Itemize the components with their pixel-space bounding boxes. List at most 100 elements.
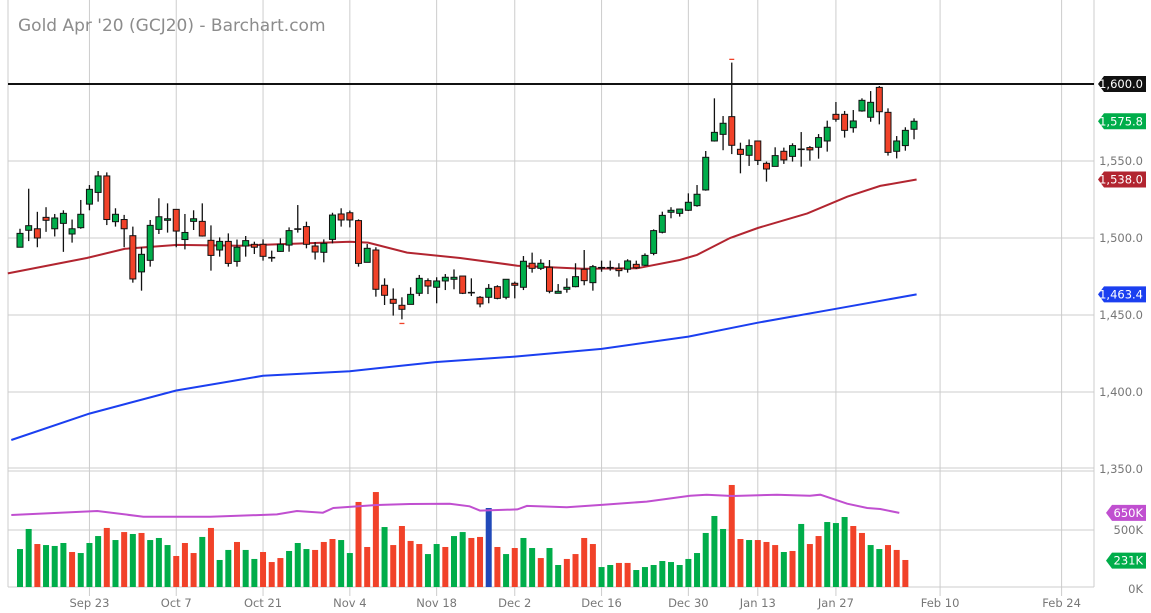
- candle: [224, 233, 232, 267]
- candle-body: [216, 240, 224, 251]
- candle-body: [276, 243, 284, 252]
- x-tick-label: Dec 30: [668, 596, 709, 610]
- candle: [441, 274, 449, 291]
- volume-bar: [824, 522, 831, 587]
- volume-bar: [251, 558, 258, 587]
- candle: [771, 147, 779, 167]
- candle: [797, 132, 805, 167]
- x-tick-label: Dec 2: [498, 596, 531, 610]
- volume-bar: [207, 527, 214, 587]
- volume-bar: [702, 532, 709, 587]
- value-tag: 231K: [1106, 552, 1146, 569]
- candle: [858, 98, 866, 112]
- value-tag-label: 1,463.4: [1099, 287, 1143, 301]
- candle-body: [320, 242, 328, 253]
- volume-bar: [520, 537, 527, 587]
- volume-bar: [303, 549, 310, 587]
- candle: [580, 250, 588, 286]
- volume-bar: [694, 553, 701, 587]
- candle-body: [545, 266, 553, 292]
- volume-bar: [598, 567, 605, 587]
- candle-body: [572, 276, 580, 288]
- candle: [25, 188, 33, 242]
- candle-body: [736, 148, 744, 155]
- volume-bar: [286, 550, 293, 587]
- candle: [867, 91, 875, 122]
- volume-ma-line: [11, 493, 900, 518]
- candle: [884, 108, 892, 156]
- volume-bar: [277, 558, 284, 587]
- indicator-lines: [7, 83, 1094, 518]
- candle: [624, 259, 632, 273]
- candle: [710, 98, 718, 142]
- candle-body: [728, 116, 736, 146]
- volume-bar: [407, 540, 414, 587]
- volume-bar: [199, 536, 206, 587]
- candle-body: [684, 201, 692, 211]
- volume-bar: [902, 559, 909, 587]
- candle-body: [407, 293, 415, 305]
- x-tick-label: Jan 13: [739, 596, 776, 610]
- volume-bar: [234, 541, 240, 587]
- volume-bar: [633, 570, 640, 587]
- candle: [216, 237, 224, 257]
- volume-bar: [806, 544, 813, 587]
- volume-bar: [242, 549, 249, 587]
- candle-body: [867, 101, 875, 118]
- volume-bar: [572, 554, 579, 587]
- x-tick-label: Dec 16: [581, 596, 622, 610]
- volume-bar: [529, 548, 536, 587]
- y-tick-label: 1,450.0: [1099, 308, 1143, 322]
- candle-body: [641, 254, 649, 266]
- candle-body: [94, 175, 102, 193]
- x-tick-label: Sep 23: [69, 596, 109, 610]
- candle-body: [111, 213, 119, 223]
- candle: [545, 260, 553, 294]
- candle-body: [190, 218, 198, 222]
- grid: [7, 0, 1095, 596]
- value-tag: 1,600.0: [1098, 76, 1146, 92]
- candle-body: [485, 287, 493, 298]
- candle-body: [42, 216, 50, 221]
- volume-bar: [268, 562, 275, 587]
- volume-tick-label: 500K: [1114, 523, 1144, 537]
- volume-bar: [372, 492, 379, 587]
- candle: [806, 146, 814, 161]
- candle: [676, 208, 684, 217]
- candle-body: [198, 220, 206, 237]
- candle: [155, 198, 163, 234]
- candle: [363, 244, 371, 263]
- candle: [372, 247, 380, 297]
- volume-bar: [416, 544, 423, 587]
- candle: [120, 214, 128, 248]
- candle-body: [563, 286, 571, 290]
- candle: [233, 239, 241, 267]
- volume-bars: [17, 484, 909, 587]
- volume-bar: [676, 564, 683, 587]
- value-tag-label: 1,538.0: [1099, 172, 1143, 186]
- volume-bar: [442, 546, 449, 587]
- candle: [702, 150, 710, 191]
- volume-bar: [763, 541, 770, 587]
- candle-body: [511, 282, 519, 286]
- candle: [198, 203, 206, 237]
- volume-bar: [190, 553, 197, 587]
- candle: [59, 210, 67, 252]
- volume-bar: [60, 542, 67, 587]
- candle: [250, 241, 258, 255]
- candle: [328, 212, 336, 244]
- volume-bar: [728, 484, 735, 587]
- candle-body: [250, 243, 258, 248]
- candle: [146, 219, 154, 267]
- volume-bar: [77, 553, 84, 587]
- volume-bar: [25, 528, 32, 587]
- value-tag-label: 650K: [1114, 506, 1144, 520]
- candle-body: [875, 86, 883, 113]
- volume-bar: [485, 507, 492, 587]
- volume-bar: [477, 536, 484, 587]
- candle-body: [389, 298, 397, 304]
- candle: [51, 213, 59, 237]
- volume-bar: [34, 544, 41, 587]
- candle: [537, 259, 545, 271]
